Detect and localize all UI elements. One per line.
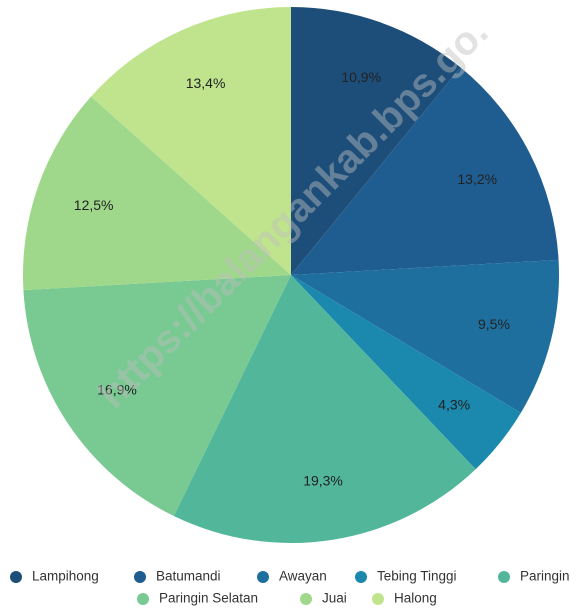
pie-slice <box>291 275 521 470</box>
pie-slice <box>291 67 559 275</box>
pie-slice <box>23 275 292 517</box>
data-label: 4,3% <box>438 396 470 412</box>
pie-slice <box>173 275 476 543</box>
legend-label: Paringin Selatan <box>159 591 258 606</box>
legend-label: Tebing Tinggi <box>377 569 457 584</box>
legend-label: Lampihong <box>32 569 99 584</box>
pie-slice <box>91 7 292 275</box>
legend-marker <box>10 571 22 583</box>
pie-slice <box>291 259 559 413</box>
legend-marker <box>257 571 269 583</box>
legend-marker <box>134 571 146 583</box>
legend-marker <box>137 593 149 605</box>
legend-label: Halong <box>394 591 437 606</box>
pie-slice <box>23 96 292 291</box>
legend-marker <box>300 593 312 605</box>
legend-marker <box>372 593 384 605</box>
data-label: 13,2% <box>457 171 497 187</box>
legend-marker <box>498 571 510 583</box>
data-label: 13,4% <box>186 75 226 91</box>
data-label: 16,9% <box>97 382 137 398</box>
legend-label: Batumandi <box>156 569 221 584</box>
pie-slice <box>291 7 461 275</box>
data-label: 9,5% <box>478 316 510 332</box>
legend-label: Paringin <box>520 569 570 584</box>
data-label: 10,9% <box>341 69 381 85</box>
legend-marker <box>355 571 367 583</box>
legend-label: Awayan <box>279 569 327 584</box>
data-label: 12,5% <box>74 197 114 213</box>
legend-label: Juai <box>322 591 347 606</box>
data-label: 19,3% <box>303 472 343 488</box>
